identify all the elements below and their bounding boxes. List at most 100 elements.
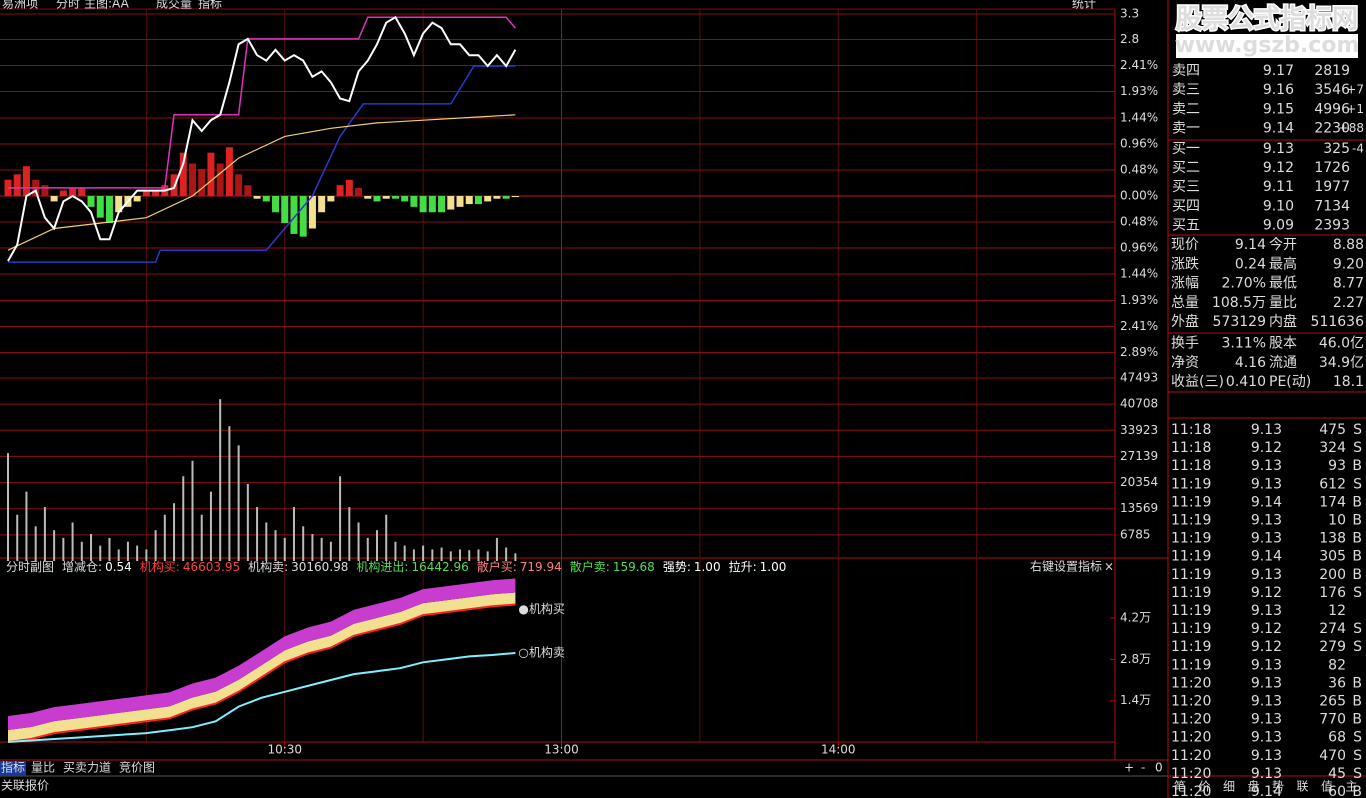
header-tab[interactable]: 指标: [198, 0, 222, 11]
trade-volume: 475: [1319, 422, 1346, 438]
osc-bar: [327, 196, 335, 202]
trade-side: S: [1353, 621, 1362, 637]
osc-bar: [272, 196, 280, 213]
stat-value: 2.70%: [1222, 276, 1266, 292]
trade-time: 11:18: [1171, 422, 1211, 438]
header-tab[interactable]: 分时: [56, 0, 80, 11]
volume-bar: [16, 514, 19, 561]
volume-bar: [357, 522, 360, 561]
trade-volume: 68: [1328, 730, 1346, 746]
osc-bar: [244, 185, 252, 196]
volume-bar: [403, 545, 406, 561]
stat-value: 46.0亿: [1319, 336, 1364, 352]
zoom-button[interactable]: +: [1124, 761, 1134, 775]
volume-bar: [394, 541, 397, 561]
stat-value: 573129: [1213, 314, 1266, 330]
panel-tab[interactable]: 细: [1223, 780, 1235, 794]
volume-bar: [43, 507, 46, 561]
trade-time: 11:19: [1171, 585, 1211, 601]
osc-bar: [308, 196, 316, 229]
trade-side: B: [1352, 675, 1362, 691]
trade-volume: 265: [1319, 694, 1346, 710]
zoom-button[interactable]: 0: [1155, 761, 1163, 775]
bottom-tab[interactable]: 量比: [31, 761, 55, 775]
trade-side: S: [1353, 639, 1362, 655]
panel-tab[interactable]: 价: [1199, 780, 1211, 794]
y-tick-label: 13569: [1120, 501, 1158, 515]
book-label: 卖一: [1172, 121, 1200, 137]
stat-label: 换手: [1171, 335, 1199, 352]
y-tick-label: 6785: [1120, 527, 1151, 541]
osc-bar: [474, 196, 482, 205]
book-volume: 1726: [1314, 160, 1350, 176]
trade-time: 11:18: [1171, 440, 1211, 456]
volume-bar: [495, 537, 498, 561]
bottom-tab[interactable]: 买卖力道: [63, 761, 111, 775]
stats-button[interactable]: 统计: [1072, 0, 1096, 11]
osc-bar: [198, 168, 206, 196]
header-tab[interactable]: 主图:AA: [84, 0, 130, 11]
osc-bar: [142, 190, 150, 196]
trade-time: 11:20: [1171, 730, 1211, 746]
panel-tab[interactable]: 主: [1346, 780, 1358, 794]
stat-value: 511636: [1311, 314, 1365, 330]
volume-bar: [90, 534, 93, 561]
trade-time: 11:18: [1171, 458, 1211, 474]
osc-bar: [345, 179, 353, 196]
time-label: 14:00: [821, 743, 856, 757]
book-price: 9.14: [1263, 121, 1294, 137]
volume-bar: [99, 545, 102, 561]
stat-label: 收益(三): [1171, 374, 1224, 390]
osc-bar: [105, 196, 113, 224]
trade-volume: 36: [1328, 675, 1346, 691]
y-tick-label: 2.89%: [1120, 345, 1158, 359]
osc-bar: [484, 196, 492, 202]
stat-value: 108.5万: [1212, 295, 1266, 311]
trade-time: 11:19: [1171, 476, 1211, 492]
stat-label: 股本: [1269, 336, 1297, 352]
stat-value: 8.88: [1333, 237, 1364, 253]
book-volume: 2393: [1314, 218, 1350, 234]
osc-bar: [189, 163, 196, 196]
osc-bar: [502, 196, 510, 199]
zoom-button[interactable]: -: [1141, 761, 1145, 775]
panel-tab[interactable]: 联: [1297, 780, 1309, 794]
readout-value: 46603.95: [183, 560, 240, 574]
volume-bar: [265, 522, 268, 561]
header-tab[interactable]: 成交量: [156, 0, 192, 11]
osc-bar: [465, 196, 473, 205]
buy-label: ●机构买: [518, 601, 564, 616]
y-tick-label: 1.4万: [1120, 693, 1151, 707]
osc-bar: [355, 187, 363, 196]
trade-side: B: [1352, 784, 1362, 798]
panel-tab[interactable]: 盘: [1248, 779, 1260, 794]
book-volume: 4996: [1314, 101, 1350, 117]
bottom-tab[interactable]: 竞价图: [119, 761, 155, 775]
trade-side: S: [1353, 748, 1362, 764]
panel-tab[interactable]: 笔: [1174, 779, 1186, 794]
volume-bar: [62, 537, 65, 561]
y-tick-label: 2.8: [1120, 32, 1139, 46]
volume-bar: [34, 526, 37, 561]
trade-price: 9.13: [1251, 422, 1282, 438]
book-volume: 2230: [1314, 121, 1350, 137]
avg-line: [7, 114, 516, 251]
volume-bar: [311, 534, 314, 561]
volume-bar: [80, 541, 83, 561]
osc-bar: [179, 152, 187, 196]
trade-volume: 305: [1319, 549, 1346, 565]
sub-settings[interactable]: 右键设置指标: [1030, 559, 1102, 574]
osc-bar: [216, 163, 224, 196]
trade-volume: 12: [1328, 603, 1346, 619]
bottom-tab[interactable]: 指标: [1, 760, 25, 775]
panel-tab[interactable]: 值: [1321, 779, 1333, 794]
panel-tab[interactable]: 势: [1272, 780, 1284, 794]
volume-bar: [440, 547, 443, 561]
sub-close[interactable]: ×: [1104, 560, 1114, 574]
osc-bar: [391, 196, 399, 199]
trade-side: S: [1353, 730, 1362, 746]
volume-bar: [200, 514, 203, 561]
trade-price: 9.12: [1251, 639, 1282, 655]
y-tick-label: 3.3: [1120, 7, 1139, 21]
